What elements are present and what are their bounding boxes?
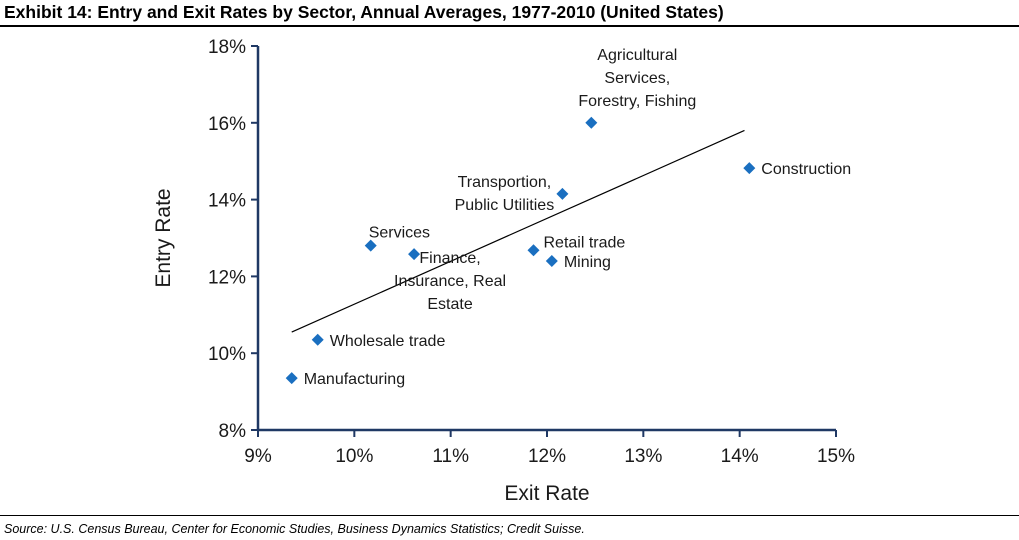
y-axis-title: Entry Rate xyxy=(152,188,175,287)
data-point xyxy=(545,255,558,268)
data-point xyxy=(527,244,540,257)
y-tick-label: 12% xyxy=(208,267,246,288)
y-tick-label: 10% xyxy=(208,344,246,365)
point-label: Services xyxy=(369,225,430,242)
point-label: Construction xyxy=(761,161,851,178)
data-point xyxy=(311,333,324,346)
point-label: Estate xyxy=(427,296,472,313)
scatter-chart: 8% 10% 12% 14% 16% 18% 9% 10% 11% 12% 13% 14% 15% Exi… xyxy=(152,37,855,505)
data-point xyxy=(743,162,756,175)
points-layer xyxy=(285,116,756,385)
x-axis-title: Exit Rate xyxy=(504,482,589,505)
source-note: Source: U.S. Census Bureau, Center for E… xyxy=(4,522,585,536)
point-label: Transportion, xyxy=(458,174,552,191)
point-labels-layer: Manufacturing Wholesale trade Services Fina… xyxy=(304,47,851,388)
point-label: Finance, xyxy=(419,250,480,267)
title-rule xyxy=(0,25,1019,27)
point-label: Wholesale trade xyxy=(330,333,446,350)
trendline xyxy=(291,129,745,333)
data-point xyxy=(285,372,298,385)
x-tick-label: 14% xyxy=(721,446,759,467)
x-tick-label: 12% xyxy=(528,446,566,467)
y-tick-label: 16% xyxy=(208,114,246,135)
point-label: Insurance, Real xyxy=(394,273,506,290)
x-tick-label: 11% xyxy=(432,446,469,467)
point-label: Retail trade xyxy=(544,234,626,251)
point-label: Mining xyxy=(564,254,611,271)
point-label: Forestry, Fishing xyxy=(578,93,696,110)
y-tick-label: 14% xyxy=(208,191,246,212)
data-point xyxy=(364,239,377,252)
chart-title: Exhibit 14: Entry and Exit Rates by Sect… xyxy=(4,2,724,22)
point-label: Manufacturing xyxy=(304,371,405,388)
data-point xyxy=(556,187,569,200)
y-tick-label: 8% xyxy=(219,421,247,442)
data-point xyxy=(408,248,421,261)
point-label: Agricultural xyxy=(597,47,677,64)
x-tick-label: 13% xyxy=(624,446,662,467)
data-point xyxy=(585,116,598,129)
point-label: Services, xyxy=(604,70,670,87)
y-tick-label: 18% xyxy=(208,37,246,58)
x-tick-label: 15% xyxy=(817,446,855,467)
x-tick-label: 10% xyxy=(335,446,373,467)
axes: 8% 10% 12% 14% 16% 18% 9% 10% 11% 12% 13% 14% 15% Exi… xyxy=(152,37,855,505)
x-tick-label: 9% xyxy=(244,446,272,467)
trendline-layer xyxy=(291,129,745,333)
source-rule xyxy=(0,515,1019,516)
point-label: Public Utilities xyxy=(455,197,555,214)
